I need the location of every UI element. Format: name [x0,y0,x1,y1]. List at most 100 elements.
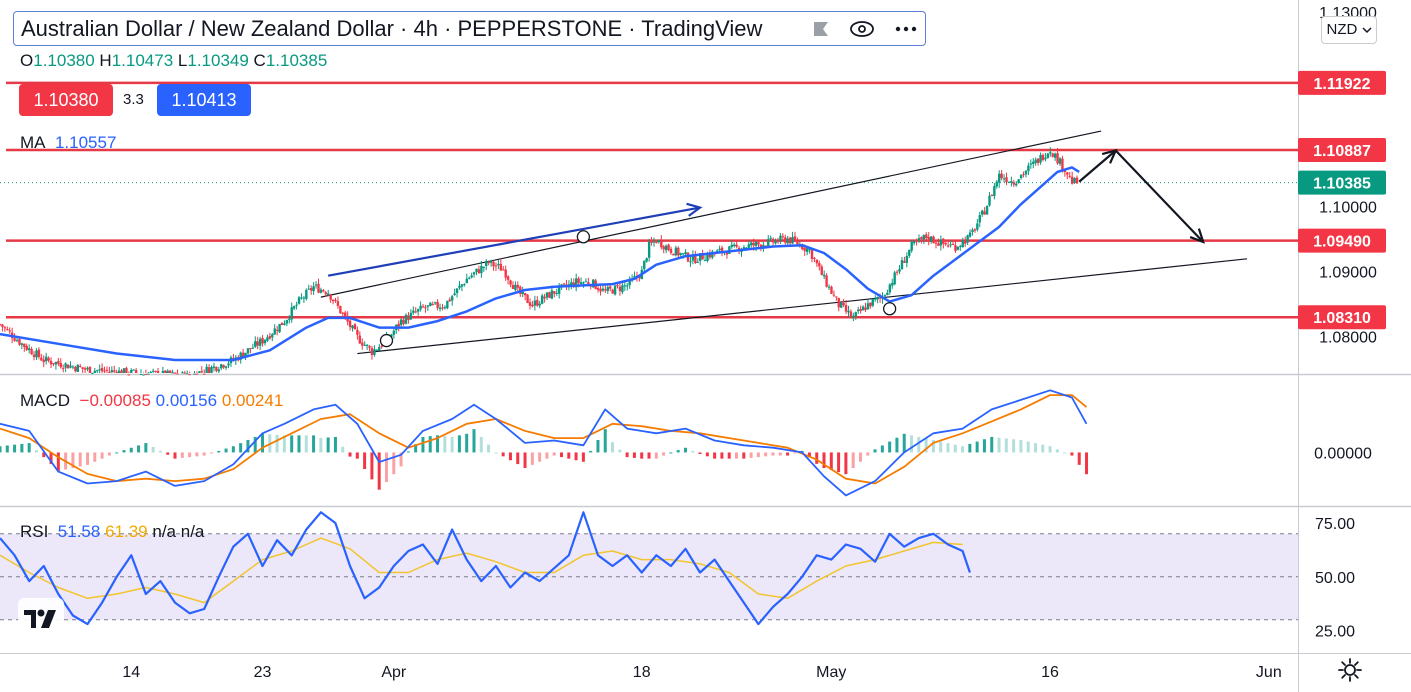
candle-body [278,323,281,333]
sell-button[interactable]: 1.10380 [19,84,113,116]
more-icon[interactable] [893,18,919,40]
candle-body [27,348,31,351]
candle-body [154,370,157,372]
candle-body [171,372,174,374]
gear-icon[interactable] [1336,656,1364,684]
eye-icon[interactable] [850,18,874,40]
macd-histogram-bar [333,436,337,453]
candle-body [572,282,575,287]
candle-body [0,324,2,326]
candle-body [212,366,216,368]
candle-body [361,342,364,346]
candle-body [898,269,901,272]
rsi-legend[interactable]: RSI 51.58 61.39 n/a n/a [20,522,204,542]
candle-body [788,237,792,244]
time-tick-label: 14 [122,664,140,681]
candle-body [963,240,967,244]
candle-body [730,244,733,247]
candle-body [988,195,991,206]
candle-body [968,232,972,237]
candle-body [414,311,417,313]
candle-body [249,348,252,350]
candle-body [959,245,962,247]
ohlc-low-key: L [177,51,188,70]
candle-body [404,314,408,324]
candle-body [759,244,763,248]
candle-body [908,249,911,256]
candle-body [25,345,28,350]
macd-histogram-bar [239,443,243,453]
symbol-header[interactable] [13,11,926,46]
candle-body [246,348,250,354]
candle-body [966,235,969,243]
ma-legend[interactable]: MA 1.10557 [20,133,116,153]
candle-body [1044,157,1047,160]
candle-body [623,285,627,287]
macd-histogram-bar [953,444,957,453]
macd-histogram-bar [1085,452,1089,475]
candle-body [351,325,354,329]
macd-histogram-bar [86,452,90,465]
price-label-tag [1298,138,1386,163]
candle-body [110,370,114,373]
candle-body [419,305,422,310]
candle-body [480,265,483,274]
candle-body [835,296,838,298]
macd-histogram-bar [465,433,469,453]
candle-body [820,266,823,276]
candle-body [874,298,877,300]
candle-body [74,366,77,372]
macd-histogram-bar [93,452,97,462]
macd-histogram-bar [895,437,899,453]
macd-histogram-bar [49,452,53,465]
candle-body [574,278,578,288]
candle-body [827,286,831,288]
macd-histogram-bar [975,441,979,453]
candle-body [416,309,420,312]
tradingview-logo-icon[interactable] [18,598,64,638]
candle-body [954,245,957,251]
macd-histogram-bar [516,452,520,465]
macd-histogram-bar [1033,443,1037,453]
macd-histogram-bar [873,449,877,453]
candle-body [830,286,833,294]
macd-histogram-bar [793,452,797,454]
macd-histogram-bar [173,452,177,459]
candle-body [117,370,121,373]
candle-body [679,253,682,255]
candle-body [570,282,573,286]
macd-histogram-bar [581,452,585,462]
macd-legend[interactable]: MACD −0.00085 0.00156 0.00241 [20,391,283,411]
candle-body [861,306,865,311]
macd-histogram-bar [363,452,367,470]
candle-body [8,330,11,332]
candle-body [164,370,167,373]
candle-body [292,306,296,309]
currency-selector[interactable]: NZD [1321,16,1377,44]
candle-body [215,367,218,371]
candle-body [703,260,707,262]
candle-body [375,349,379,351]
candle-body [587,282,590,285]
candle-body [808,249,811,251]
buy-button[interactable]: 1.10413 [157,84,251,116]
candle-body [526,294,529,303]
candle-body [331,299,335,302]
candle-body [317,283,320,293]
candle-body [451,296,454,301]
candle-body [1070,176,1074,184]
candle-body [368,346,371,348]
candle-body [973,229,977,231]
candle-body [344,312,347,317]
candle-body [210,366,213,373]
macd-histogram-bar [720,452,724,459]
candle-body [621,285,624,293]
flag-icon[interactable] [812,20,830,38]
ma-legend-value: 1.10557 [54,133,117,152]
rsi-tick-label: 75.00 [1315,516,1355,533]
candle-body [942,238,945,244]
candle-body [504,269,507,278]
macd-histogram-bar [1077,452,1081,465]
candle-body [998,173,1001,183]
